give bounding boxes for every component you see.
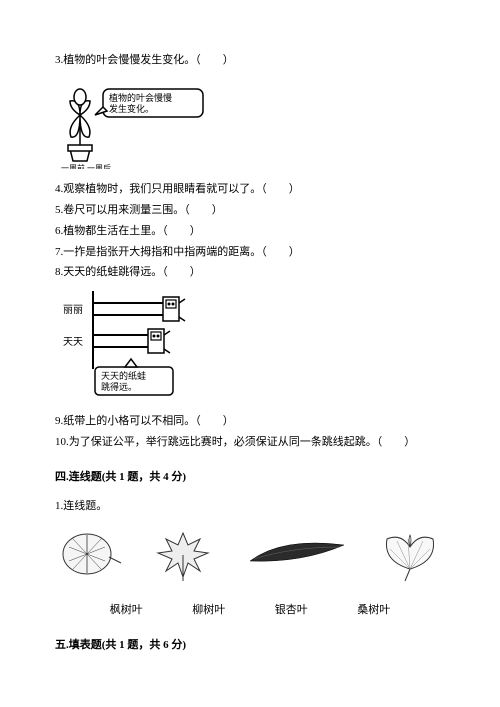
figure-1: 一周前 一周后 植物的叶会慢慢 发生变化。 [55, 79, 445, 169]
leaf-image-2 [148, 527, 218, 582]
section-4-q1: 1.连线题。 [55, 496, 445, 517]
question-9: 9.纸带上的小格可以不相同。（ ） [55, 411, 445, 432]
question-3: 3.植物的叶会慢慢发生变化。（ ） [55, 50, 445, 71]
figure-2: 丽丽 天天 天天的纸蛙 跳得远。 [55, 291, 445, 401]
question-6: 6.植物都生活在土里。（ ） [55, 221, 445, 242]
leaf-image-3 [242, 527, 352, 582]
svg-text:发生变化。: 发生变化。 [109, 103, 154, 114]
svg-text:天天的纸蛙: 天天的纸蛙 [101, 370, 146, 381]
fig1-left-label: 一周前 [61, 163, 85, 169]
question-5: 5.卷尺可以用来测量三围。（ ） [55, 200, 445, 221]
leaf-image-4 [375, 527, 445, 582]
svg-text:植物的叶会慢慢: 植物的叶会慢慢 [109, 92, 172, 103]
fig1-right-label: 一周后 [87, 163, 111, 169]
question-10: 10.为了保证公平，举行跳远比赛时，必须保证从同一条跳线起跳。（ ） [55, 432, 445, 453]
leaf-label-2: 柳树叶 [168, 600, 251, 621]
fig2-label-1: 丽丽 [63, 305, 83, 316]
question-4: 4.观察植物时，我们只用眼睛看就可以了。（ ） [55, 179, 445, 200]
leaf-images-row [55, 527, 445, 582]
section-5-title: 五.填表题(共 1 题，共 6 分) [55, 635, 445, 656]
question-7: 7.一拃是指张开大拇指和中指两端的距离。（ ） [55, 242, 445, 263]
leaf-labels-row: 枫树叶 柳树叶 银杏叶 桑树叶 [55, 600, 445, 621]
fig2-label-2: 天天 [63, 337, 83, 348]
leaf-label-1: 枫树叶 [85, 600, 168, 621]
question-8: 8.天天的纸蛙跳得远。（ ） [55, 262, 445, 283]
leaf-label-3: 银杏叶 [250, 600, 333, 621]
svg-text:跳得远。: 跳得远。 [101, 381, 137, 392]
leaf-label-4: 桑树叶 [333, 600, 416, 621]
section-4-title: 四.连线题(共 1 题，共 4 分) [55, 467, 445, 488]
leaf-image-1 [55, 527, 125, 582]
